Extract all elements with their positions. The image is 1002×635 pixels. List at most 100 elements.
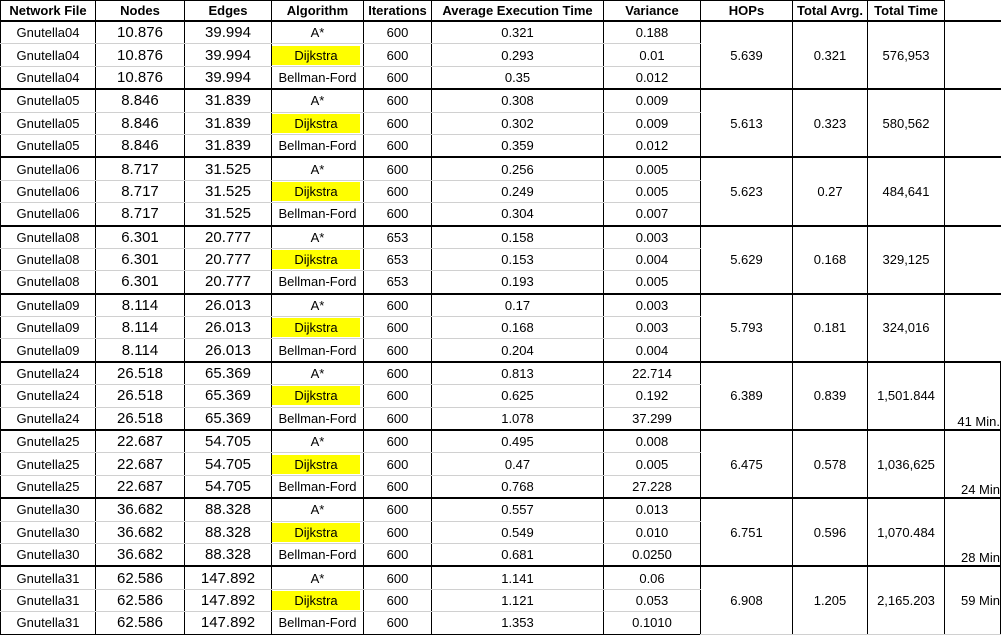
header-network-file[interactable]: Network File bbox=[0, 0, 96, 22]
cell-edges[interactable]: 147.892 bbox=[184, 589, 272, 613]
cell-nodes[interactable]: 8.114 bbox=[95, 316, 185, 340]
cell-avg-exec-time[interactable]: 0.204 bbox=[431, 338, 604, 363]
cell-duration-note[interactable] bbox=[944, 292, 1001, 363]
cell-edges[interactable]: 65.369 bbox=[184, 384, 272, 408]
cell-nodes[interactable]: 62.586 bbox=[95, 565, 185, 590]
cell-edges[interactable]: 147.892 bbox=[184, 611, 272, 635]
cell-network-file[interactable]: Gnutella30 bbox=[0, 497, 96, 522]
cell-nodes[interactable]: 36.682 bbox=[95, 497, 185, 522]
cell-algorithm[interactable]: Dijkstra bbox=[271, 316, 364, 340]
cell-total-time[interactable]: 576,953 bbox=[867, 19, 945, 90]
cell-total-avrg[interactable]: 0.321 bbox=[792, 19, 868, 90]
cell-network-file[interactable]: Gnutella08 bbox=[0, 270, 96, 295]
cell-iterations[interactable]: 600 bbox=[363, 407, 432, 431]
cell-variance[interactable]: 0.013 bbox=[603, 497, 701, 522]
cell-avg-exec-time[interactable]: 1.078 bbox=[431, 407, 604, 431]
cell-avg-exec-time[interactable]: 1.141 bbox=[431, 565, 604, 590]
cell-variance[interactable]: 0.005 bbox=[603, 180, 701, 204]
cell-variance[interactable]: 22.714 bbox=[603, 360, 701, 386]
header-empty-cell[interactable] bbox=[944, 0, 1001, 21]
cell-avg-exec-time[interactable]: 0.304 bbox=[431, 202, 604, 227]
cell-hops[interactable]: 6.751 bbox=[700, 497, 793, 567]
cell-total-avrg[interactable]: 0.27 bbox=[792, 156, 868, 227]
cell-avg-exec-time[interactable]: 0.549 bbox=[431, 521, 604, 544]
cell-edges[interactable]: 31.525 bbox=[184, 202, 272, 227]
cell-iterations[interactable]: 600 bbox=[363, 589, 432, 613]
cell-duration-note[interactable]: 28 Min bbox=[944, 497, 1001, 567]
cell-iterations[interactable]: 600 bbox=[363, 88, 432, 113]
cell-variance[interactable]: 0.012 bbox=[603, 66, 701, 90]
cell-network-file[interactable]: Gnutella04 bbox=[0, 43, 96, 67]
cell-avg-exec-time[interactable]: 0.308 bbox=[431, 88, 604, 113]
cell-avg-exec-time[interactable]: 0.681 bbox=[431, 543, 604, 567]
cell-avg-exec-time[interactable]: 0.193 bbox=[431, 270, 604, 295]
cell-nodes[interactable]: 8.846 bbox=[95, 88, 185, 113]
cell-avg-exec-time[interactable]: 0.302 bbox=[431, 112, 604, 135]
cell-variance[interactable]: 0.192 bbox=[603, 384, 701, 408]
cell-avg-exec-time[interactable]: 0.17 bbox=[431, 292, 604, 318]
cell-nodes[interactable]: 8.717 bbox=[95, 180, 185, 204]
cell-nodes[interactable]: 26.518 bbox=[95, 407, 185, 431]
cell-variance[interactable]: 0.009 bbox=[603, 88, 701, 113]
cell-avg-exec-time[interactable]: 0.359 bbox=[431, 134, 604, 158]
cell-iterations[interactable]: 653 bbox=[363, 224, 432, 249]
cell-nodes[interactable]: 6.301 bbox=[95, 224, 185, 249]
header-nodes[interactable]: Nodes bbox=[95, 0, 185, 22]
cell-iterations[interactable]: 600 bbox=[363, 20, 432, 45]
cell-variance[interactable]: 0.06 bbox=[603, 565, 701, 590]
cell-iterations[interactable]: 600 bbox=[363, 384, 432, 408]
cell-algorithm[interactable]: Bellman-Ford bbox=[271, 270, 364, 295]
cell-nodes[interactable]: 22.687 bbox=[95, 475, 185, 499]
cell-total-time[interactable]: 324,016 bbox=[867, 292, 945, 363]
header-variance[interactable]: Variance bbox=[603, 0, 701, 22]
cell-hops[interactable]: 6.389 bbox=[700, 360, 793, 431]
cell-total-time[interactable]: 1,070.484 bbox=[867, 497, 945, 567]
cell-variance[interactable]: 0.005 bbox=[603, 270, 701, 295]
cell-edges[interactable]: 39.994 bbox=[184, 43, 272, 67]
cell-edges[interactable]: 26.013 bbox=[184, 316, 272, 340]
cell-nodes[interactable]: 26.518 bbox=[95, 384, 185, 408]
cell-duration-note[interactable] bbox=[944, 19, 1001, 90]
cell-iterations[interactable]: 600 bbox=[363, 338, 432, 363]
cell-hops[interactable]: 6.475 bbox=[700, 429, 793, 499]
cell-total-avrg[interactable]: 0.578 bbox=[792, 429, 868, 499]
cell-network-file[interactable]: Gnutella04 bbox=[0, 66, 96, 90]
cell-algorithm[interactable]: Dijkstra bbox=[271, 521, 364, 544]
cell-avg-exec-time[interactable]: 1.121 bbox=[431, 589, 604, 613]
cell-iterations[interactable]: 653 bbox=[363, 248, 432, 272]
cell-avg-exec-time[interactable]: 0.158 bbox=[431, 224, 604, 249]
cell-hops[interactable]: 6.908 bbox=[700, 565, 793, 635]
cell-nodes[interactable]: 8.717 bbox=[95, 202, 185, 227]
cell-total-time[interactable]: 2,165.203 bbox=[867, 565, 945, 635]
cell-avg-exec-time[interactable]: 0.47 bbox=[431, 452, 604, 476]
cell-total-time[interactable]: 329,125 bbox=[867, 224, 945, 295]
cell-network-file[interactable]: Gnutella25 bbox=[0, 475, 96, 499]
cell-variance[interactable]: 0.053 bbox=[603, 589, 701, 613]
cell-iterations[interactable]: 600 bbox=[363, 360, 432, 386]
cell-variance[interactable]: 27.228 bbox=[603, 475, 701, 499]
cell-edges[interactable]: 147.892 bbox=[184, 565, 272, 590]
cell-hops[interactable]: 5.623 bbox=[700, 156, 793, 227]
cell-edges[interactable]: 88.328 bbox=[184, 497, 272, 522]
cell-edges[interactable]: 20.777 bbox=[184, 270, 272, 295]
cell-variance[interactable]: 0.0250 bbox=[603, 543, 701, 567]
header-edges[interactable]: Edges bbox=[184, 0, 272, 22]
cell-nodes[interactable]: 62.586 bbox=[95, 611, 185, 635]
cell-total-time[interactable]: 1,036,625 bbox=[867, 429, 945, 499]
cell-network-file[interactable]: Gnutella05 bbox=[0, 88, 96, 113]
cell-network-file[interactable]: Gnutella24 bbox=[0, 360, 96, 386]
cell-algorithm[interactable]: Bellman-Ford bbox=[271, 338, 364, 363]
cell-algorithm[interactable]: Dijkstra bbox=[271, 43, 364, 67]
cell-duration-note[interactable] bbox=[944, 88, 1001, 158]
cell-algorithm[interactable]: Bellman-Ford bbox=[271, 475, 364, 499]
cell-avg-exec-time[interactable]: 1.353 bbox=[431, 611, 604, 635]
cell-edges[interactable]: 26.013 bbox=[184, 338, 272, 363]
cell-network-file[interactable]: Gnutella09 bbox=[0, 292, 96, 318]
cell-algorithm[interactable]: Dijkstra bbox=[271, 589, 364, 613]
cell-edges[interactable]: 31.839 bbox=[184, 134, 272, 158]
cell-avg-exec-time[interactable]: 0.813 bbox=[431, 360, 604, 386]
header-avg-exec-time[interactable]: Average Execution Time bbox=[431, 0, 604, 22]
cell-nodes[interactable]: 62.586 bbox=[95, 589, 185, 613]
cell-algorithm[interactable]: A* bbox=[271, 20, 364, 45]
header-algorithm[interactable]: Algorithm bbox=[271, 0, 364, 22]
